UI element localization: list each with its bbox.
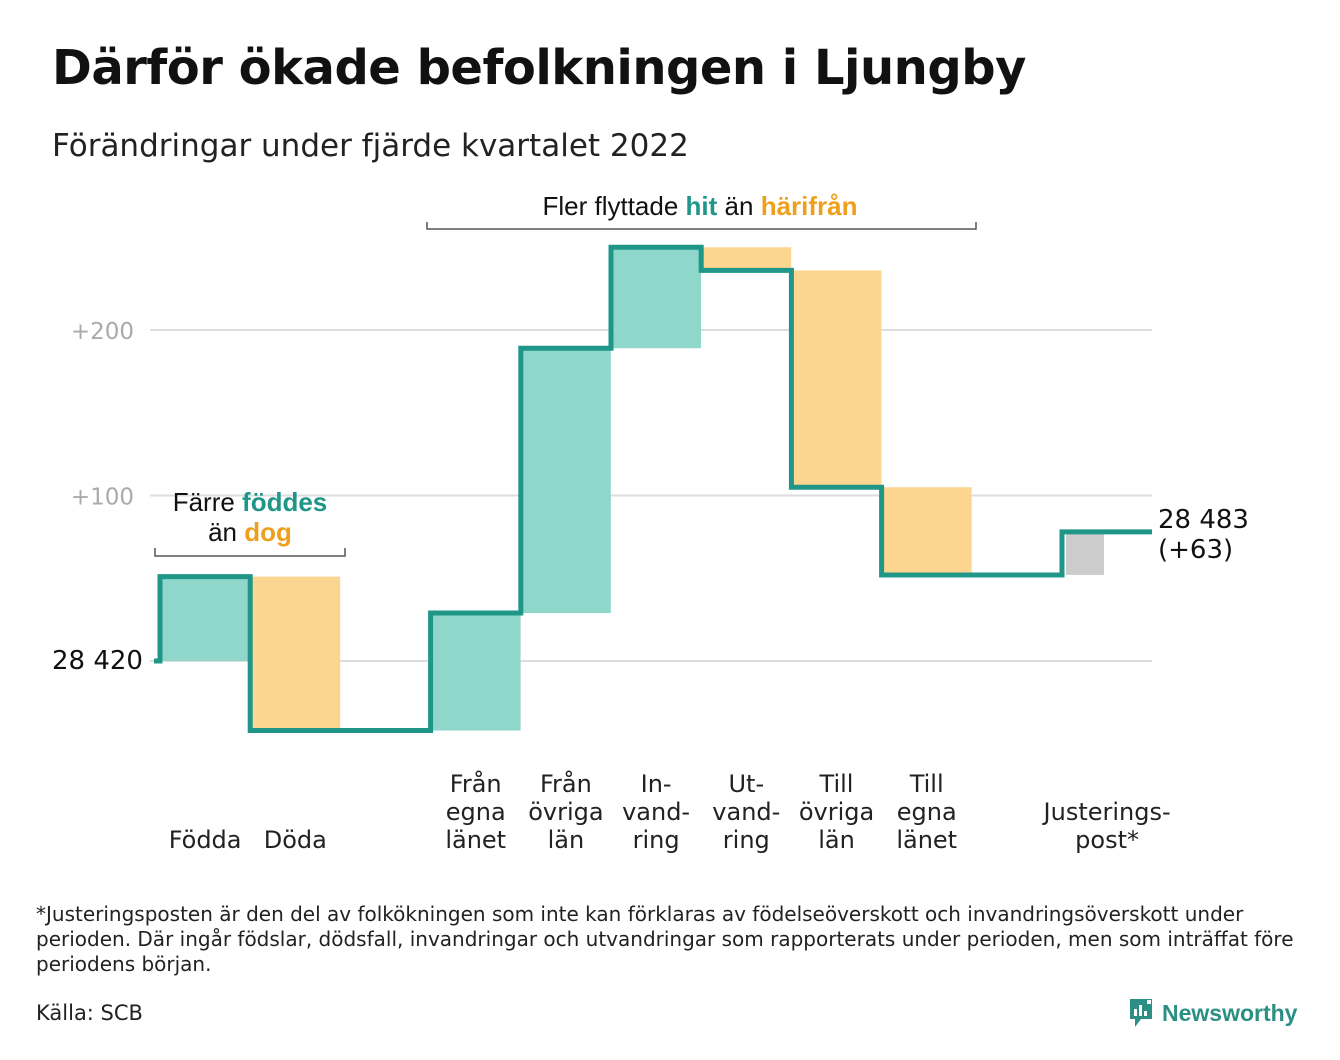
category-label: övriga bbox=[799, 798, 874, 826]
chart-title: Därför ökade befolkningen i Ljungby bbox=[52, 40, 1026, 96]
migration-annotation: Fler flyttade hit än härifrån bbox=[542, 191, 857, 221]
category-label: län bbox=[818, 826, 855, 854]
category-label: post* bbox=[1075, 826, 1139, 854]
bar bbox=[701, 247, 792, 271]
bar bbox=[250, 576, 341, 731]
bar bbox=[430, 613, 521, 731]
bar bbox=[520, 348, 611, 614]
category-label: Döda bbox=[264, 826, 327, 854]
bar bbox=[881, 487, 972, 575]
category-label: Ut- bbox=[728, 770, 764, 798]
step-line bbox=[154, 244, 1152, 734]
category-label: Från bbox=[450, 769, 502, 798]
step-line-layer bbox=[154, 244, 1152, 734]
category-label: ring bbox=[723, 826, 770, 854]
category-label: länet bbox=[445, 826, 506, 854]
category-label: vand- bbox=[622, 798, 690, 826]
brand-logo[interactable]: Newsworthy bbox=[1128, 996, 1297, 1030]
bar bbox=[1066, 531, 1104, 575]
category-label: Till bbox=[909, 770, 944, 798]
source-note: Källa: SCB bbox=[36, 1001, 143, 1025]
y-tick-label: +200 bbox=[71, 319, 134, 345]
category-label: egna bbox=[897, 798, 957, 826]
category-label: Till bbox=[819, 770, 854, 798]
births-annotation-line2: än dog bbox=[208, 517, 292, 547]
births-bracket bbox=[154, 548, 346, 557]
start-value-label: 28 420 bbox=[52, 646, 143, 676]
category-label: vand- bbox=[712, 798, 780, 826]
category-label: Justerings- bbox=[1042, 798, 1171, 826]
chart-subtitle: Förändringar under fjärde kvartalet 2022 bbox=[52, 128, 689, 164]
category-label: länet bbox=[896, 826, 957, 854]
bar-chart-speech-bubble-icon bbox=[1130, 999, 1152, 1027]
bar bbox=[160, 576, 250, 661]
category-label: län bbox=[548, 826, 585, 854]
births-annotation-line1: Färre föddes bbox=[173, 487, 328, 517]
end-value-label: 28 483 bbox=[1158, 505, 1249, 535]
brand-name: Newsworthy bbox=[1162, 999, 1298, 1026]
bars bbox=[160, 247, 1104, 731]
bar bbox=[611, 247, 701, 349]
category-label: egna bbox=[446, 798, 506, 826]
category-label: Från bbox=[540, 769, 592, 798]
category-label: ring bbox=[633, 826, 680, 854]
y-tick-label: +100 bbox=[71, 485, 134, 511]
end-change-label: (+63) bbox=[1158, 535, 1233, 565]
category-label: In- bbox=[641, 770, 672, 798]
category-label: övriga bbox=[528, 798, 603, 826]
category-label: Födda bbox=[169, 826, 242, 854]
footnote: *Justeringsposten är den del av folkökni… bbox=[36, 902, 1294, 976]
bar bbox=[791, 270, 882, 488]
migration-bracket bbox=[426, 222, 977, 230]
